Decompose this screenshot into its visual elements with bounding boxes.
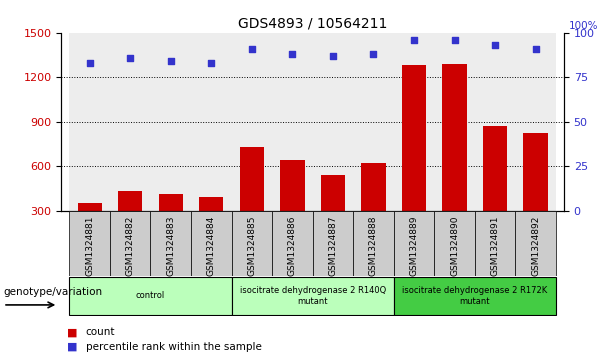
Bar	[434, 33, 475, 211]
Point	[531, 46, 541, 52]
Bar	[77, 203, 102, 255]
Point	[166, 58, 176, 64]
Point	[449, 37, 459, 43]
Bar	[69, 277, 232, 315]
Text: ■: ■	[67, 342, 78, 352]
Bar	[524, 134, 548, 255]
Bar	[394, 33, 434, 211]
Point	[368, 51, 378, 57]
Bar	[150, 211, 191, 276]
Bar	[402, 65, 426, 255]
Point	[85, 60, 94, 66]
Bar	[240, 147, 264, 255]
Point	[490, 42, 500, 48]
Bar	[434, 211, 475, 276]
Bar	[110, 33, 150, 211]
Bar	[313, 211, 353, 276]
Text: percentile rank within the sample: percentile rank within the sample	[86, 342, 262, 352]
Text: GSM1324887: GSM1324887	[329, 216, 337, 276]
Text: GSM1324891: GSM1324891	[490, 216, 500, 276]
Bar	[353, 33, 394, 211]
Bar	[353, 211, 394, 276]
Bar	[516, 211, 556, 276]
Text: isocitrate dehydrogenase 2 R172K
mutant: isocitrate dehydrogenase 2 R172K mutant	[402, 286, 547, 306]
Bar	[272, 211, 313, 276]
Bar	[321, 175, 345, 255]
Bar	[232, 211, 272, 276]
Text: GSM1324883: GSM1324883	[166, 216, 175, 276]
Bar	[516, 33, 556, 211]
Text: GSM1324884: GSM1324884	[207, 216, 216, 276]
Text: GSM1324888: GSM1324888	[369, 216, 378, 276]
Text: ■: ■	[67, 327, 78, 337]
Text: GSM1324881: GSM1324881	[85, 216, 94, 276]
Bar	[475, 211, 516, 276]
Text: count: count	[86, 327, 115, 337]
Point	[247, 46, 257, 52]
Bar	[69, 211, 110, 276]
Bar	[272, 33, 313, 211]
Text: GSM1324885: GSM1324885	[247, 216, 256, 276]
Text: GSM1324886: GSM1324886	[288, 216, 297, 276]
Bar	[394, 211, 434, 276]
Bar	[443, 64, 466, 255]
Bar	[313, 33, 353, 211]
Point	[409, 37, 419, 43]
Point	[287, 51, 297, 57]
Text: 100%: 100%	[569, 21, 598, 31]
Bar	[394, 277, 556, 315]
Point	[328, 53, 338, 59]
Bar	[69, 33, 110, 211]
Bar	[361, 163, 386, 255]
Text: control: control	[136, 291, 165, 300]
Text: genotype/variation: genotype/variation	[3, 287, 102, 297]
Point	[125, 55, 135, 61]
Bar	[475, 33, 516, 211]
Bar	[150, 33, 191, 211]
Bar	[483, 126, 507, 255]
Text: GSM1324892: GSM1324892	[531, 216, 540, 276]
Text: GSM1324882: GSM1324882	[126, 216, 135, 276]
Bar	[232, 33, 272, 211]
Bar	[232, 277, 394, 315]
Title: GDS4893 / 10564211: GDS4893 / 10564211	[238, 16, 387, 30]
Point	[207, 60, 216, 66]
Bar	[110, 211, 150, 276]
Text: isocitrate dehydrogenase 2 R140Q
mutant: isocitrate dehydrogenase 2 R140Q mutant	[240, 286, 386, 306]
Bar	[191, 33, 232, 211]
Bar	[191, 211, 232, 276]
Bar	[280, 160, 305, 255]
Bar	[118, 191, 142, 255]
Bar	[159, 194, 183, 255]
Text: GSM1324889: GSM1324889	[409, 216, 419, 276]
Bar	[199, 197, 224, 255]
Text: GSM1324890: GSM1324890	[450, 216, 459, 276]
